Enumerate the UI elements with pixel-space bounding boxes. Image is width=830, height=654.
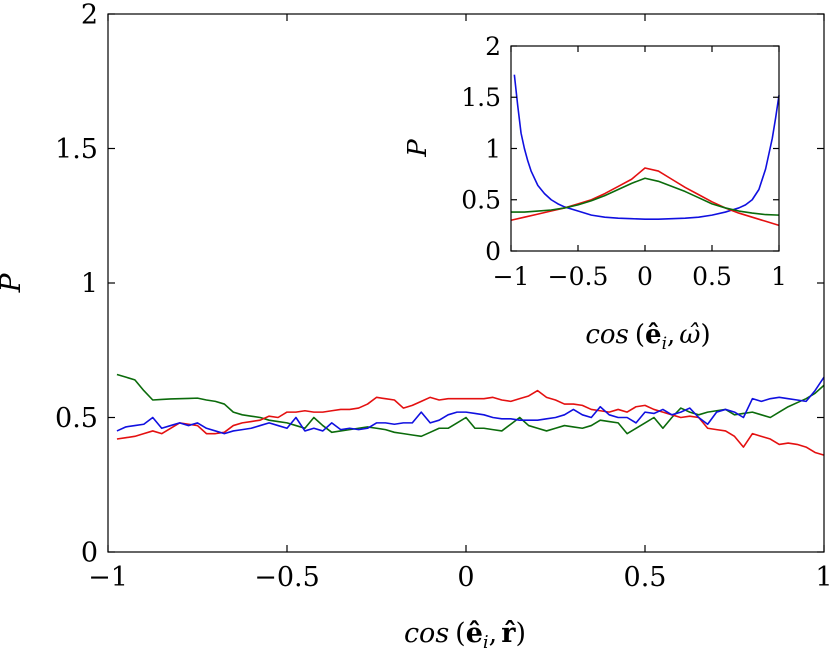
main-y-axis-label: P (0, 272, 27, 293)
inset-ytick-label: 1 (485, 134, 501, 163)
inset-series-blue (513, 74, 780, 221)
inset-x-label-w: ω̂ (679, 320, 700, 350)
main-ytick-label: 0 (81, 537, 98, 568)
main-ytick-label: 0.5 (55, 403, 98, 434)
main-x-label-comma: , (489, 618, 498, 649)
main-ytick-label: 2 (81, 0, 98, 30)
inset-ytick-label: 2 (485, 32, 501, 61)
inset-plot: −1 −0.5 0 0.5 1 0 0.5 1 1.5 2 (461, 32, 787, 291)
inset-x-label-func: cos (585, 320, 629, 350)
main-x-label-open: ( (455, 618, 466, 649)
inset-x-label-open: ( (635, 320, 645, 350)
inset-ytick-label: 0.5 (461, 186, 501, 215)
inset-x-label-comma: , (667, 320, 675, 350)
main-xtick-label: −0.5 (254, 562, 320, 593)
main-xtick-label: −1 (88, 562, 128, 593)
inset-series-green (511, 177, 780, 216)
main-x-label-r: r̂ (501, 618, 516, 649)
inset-background (511, 46, 779, 251)
inset-x-label-sub: i (662, 334, 667, 354)
inset-x-label-close: ) (701, 320, 711, 350)
main-ytick-label: 1 (81, 268, 98, 299)
main-x-axis-label: cos (êi, r̂) (404, 618, 526, 653)
inset-x-axis-label: cos (êi, ω̂) (585, 320, 710, 354)
inset-xtick-label: 1 (771, 262, 787, 291)
main-series-green (116, 373, 825, 438)
inset-xtick-label: −0.5 (548, 262, 609, 291)
main-x-label-e: ê (466, 618, 483, 649)
main-xtick-label: 0 (457, 562, 474, 593)
main-series-red (116, 389, 825, 456)
inset-y-axis-label: P (403, 139, 433, 158)
inset-x-label-e: ê (645, 320, 662, 350)
main-x-label-func: cos (404, 618, 449, 649)
main-ytick-label: 1.5 (55, 134, 98, 165)
inset-ytick-label: 1.5 (461, 83, 501, 112)
inset-xtick-label: 0.5 (692, 262, 732, 291)
main-xtick-label: 1 (815, 562, 830, 593)
main-xtick-label: 0.5 (624, 562, 667, 593)
inset-xtick-label: 0 (637, 262, 653, 291)
main-x-label-close: ) (516, 618, 527, 649)
main-plot: −1 −0.5 0 0.5 1 0 0.5 1 1.5 2 (55, 0, 830, 593)
main-series-blue (116, 376, 825, 435)
main-x-label-sub: i (483, 632, 489, 653)
inset-xtick-label: −1 (493, 262, 530, 291)
inset-ytick-label: 0 (485, 237, 501, 266)
